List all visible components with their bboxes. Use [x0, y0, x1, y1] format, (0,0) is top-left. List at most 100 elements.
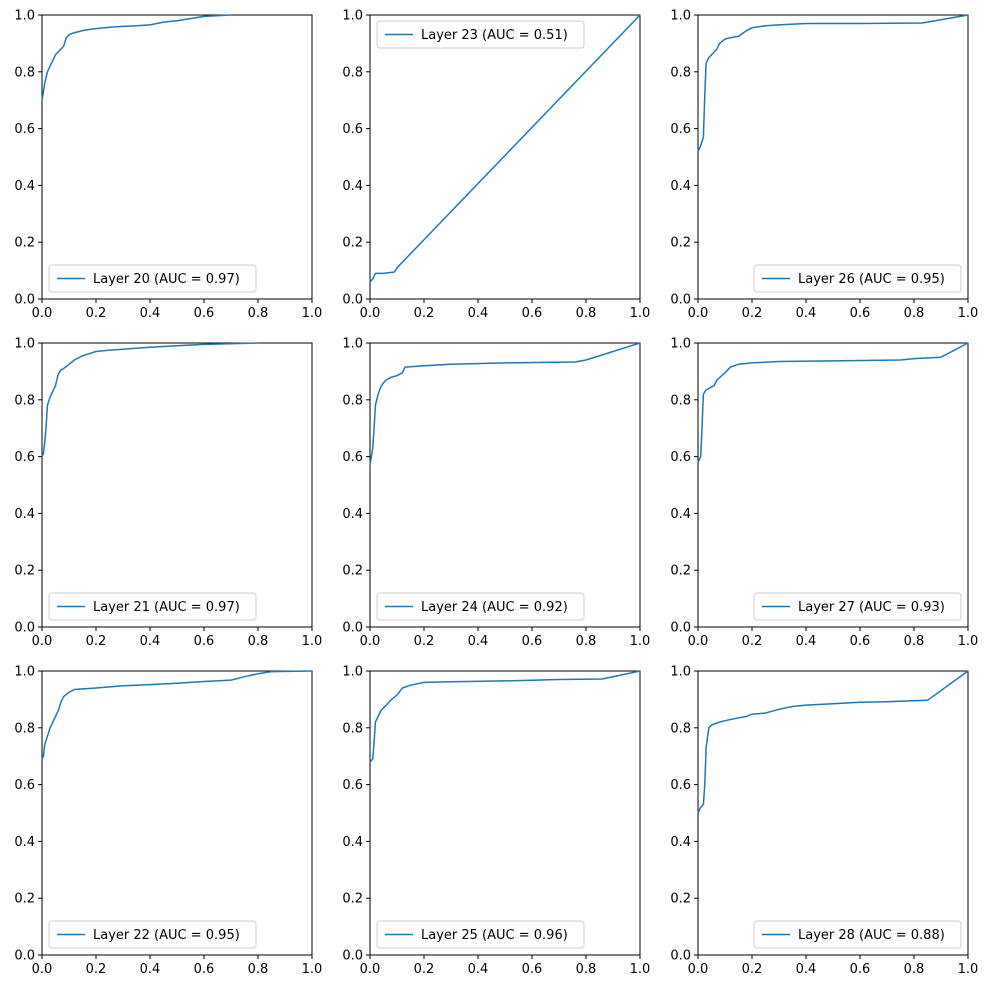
x-tick-label: 0.6: [522, 962, 543, 977]
y-tick-label: 1.0: [14, 9, 35, 24]
x-tick-label: 0.6: [850, 962, 871, 977]
y-tick-label: 0.0: [14, 949, 35, 964]
roc-panel: 0.0 0.2 0.4 0.6 0.8 1.0 0.0 0.2 0.4 0.6 0.8 1.0 Laye…: [14, 337, 322, 650]
roc-curve: [41, 670, 313, 760]
y-tick-label: 0.4: [342, 179, 363, 194]
y-tick-label: 0.8: [342, 721, 363, 736]
y-tick-label: 0.0: [670, 949, 691, 964]
x-tick-label: 1.0: [302, 306, 323, 321]
legend: Layer 21 (AUC = 0.97): [48, 592, 257, 621]
x-tick-label: 1.0: [958, 634, 979, 649]
y-tick-label: 1.0: [670, 337, 691, 352]
legend-label: Layer 24 (AUC = 0.92): [421, 600, 568, 615]
x-tick-label: 0.4: [468, 306, 489, 321]
y-tick-label: 0.6: [14, 778, 35, 793]
y-tick-label: 0.4: [14, 507, 35, 522]
y-tick-label: 0.6: [14, 450, 35, 465]
x-tick-label: 0.4: [468, 962, 489, 977]
legend-label: Layer 26 (AUC = 0.95): [798, 272, 945, 287]
roc-curve: [369, 670, 641, 763]
y-tick-label: 1.0: [14, 337, 35, 352]
axes-frame: [697, 670, 969, 956]
x-tick-label: 0.8: [576, 962, 597, 977]
legend-box: [48, 920, 257, 949]
x-tick-label: 0.8: [248, 306, 269, 321]
legend: Layer 26 (AUC = 0.95): [753, 264, 962, 293]
x-tick-label: 0.4: [140, 306, 161, 321]
axes-frame: [369, 670, 641, 956]
legend: Layer 25 (AUC = 0.96): [376, 920, 585, 949]
y-tick-label: 0.2: [670, 236, 691, 251]
legend-label: Layer 20 (AUC = 0.97): [93, 272, 240, 287]
legend-box: [376, 20, 585, 49]
x-tick-label: 0.2: [414, 962, 435, 977]
x-tick-label: 0.0: [360, 634, 381, 649]
x-tick-label: 0.4: [796, 634, 817, 649]
y-tick-label: 0.4: [14, 835, 35, 850]
y-tick-label: 0.2: [14, 564, 35, 579]
x-tick-label: 0.0: [32, 634, 53, 649]
x-tick-label: 0.4: [468, 634, 489, 649]
y-tick-label: 0.0: [670, 293, 691, 308]
legend-label: Layer 22 (AUC = 0.95): [93, 928, 240, 943]
legend: Layer 28 (AUC = 0.88): [753, 920, 962, 949]
y-tick-label: 0.4: [670, 835, 691, 850]
x-tick-label: 0.2: [742, 634, 763, 649]
legend: Layer 22 (AUC = 0.95): [48, 920, 257, 949]
y-tick-label: 0.2: [670, 564, 691, 579]
y-tick-label: 0.2: [342, 564, 363, 579]
y-tick-label: 1.0: [670, 9, 691, 24]
y-tick-label: 1.0: [14, 665, 35, 680]
x-tick-label: 0.6: [522, 306, 543, 321]
y-tick-label: 0.6: [342, 778, 363, 793]
y-tick-label: 0.0: [14, 621, 35, 636]
x-tick-label: 0.6: [850, 306, 871, 321]
x-tick-label: 0.0: [688, 962, 709, 977]
axes-frame: [369, 342, 641, 628]
y-tick-label: 0.4: [342, 835, 363, 850]
roc-panel: 0.0 0.2 0.4 0.6 0.8 1.0 0.0 0.2 0.4 0.6 0.8 1.0 Laye…: [342, 337, 650, 650]
x-tick-label: 0.8: [904, 634, 925, 649]
y-tick-label: 0.2: [14, 892, 35, 907]
x-tick-label: 0.2: [414, 306, 435, 321]
axes-frame: [41, 670, 313, 956]
x-tick-label: 0.2: [742, 306, 763, 321]
roc-curve: [41, 342, 259, 457]
x-tick-label: 0.6: [194, 634, 215, 649]
roc-panel: 0.0 0.2 0.4 0.6 0.8 1.0 0.0 0.2 0.4 0.6 0.8 1.0 Laye…: [670, 337, 978, 650]
legend: Layer 23 (AUC = 0.51): [376, 20, 585, 49]
x-tick-label: 0.8: [248, 634, 269, 649]
x-tick-label: 0.8: [248, 962, 269, 977]
x-tick-label: 0.6: [522, 634, 543, 649]
y-tick-label: 0.8: [342, 393, 363, 408]
y-tick-label: 0.8: [670, 721, 691, 736]
y-tick-label: 0.0: [342, 293, 363, 308]
roc-panel: 0.0 0.2 0.4 0.6 0.8 1.0 0.0 0.2 0.4 0.6 0.8 1.0 Laye…: [14, 665, 322, 978]
axes-frame: [697, 342, 969, 628]
y-tick-label: 0.8: [670, 65, 691, 80]
y-tick-label: 1.0: [670, 665, 691, 680]
legend-box: [753, 592, 962, 621]
y-tick-label: 0.6: [342, 450, 363, 465]
x-tick-label: 1.0: [958, 306, 979, 321]
legend-label: Layer 28 (AUC = 0.88): [798, 928, 945, 943]
y-tick-label: 0.8: [14, 721, 35, 736]
legend-label: Layer 27 (AUC = 0.93): [798, 600, 945, 615]
y-tick-label: 0.2: [342, 236, 363, 251]
legend-box: [48, 592, 257, 621]
x-tick-label: 0.4: [140, 634, 161, 649]
x-tick-label: 0.2: [414, 634, 435, 649]
x-tick-label: 0.4: [140, 962, 161, 977]
x-tick-label: 0.0: [32, 306, 53, 321]
y-tick-label: 0.4: [670, 507, 691, 522]
y-tick-label: 0.8: [670, 393, 691, 408]
legend: Layer 20 (AUC = 0.97): [48, 264, 257, 293]
x-tick-label: 1.0: [958, 962, 979, 977]
roc-curve: [41, 14, 232, 101]
legend-box: [48, 264, 257, 293]
x-tick-label: 1.0: [302, 962, 323, 977]
x-tick-label: 1.0: [302, 634, 323, 649]
x-tick-label: 0.8: [576, 634, 597, 649]
y-tick-label: 0.2: [342, 892, 363, 907]
